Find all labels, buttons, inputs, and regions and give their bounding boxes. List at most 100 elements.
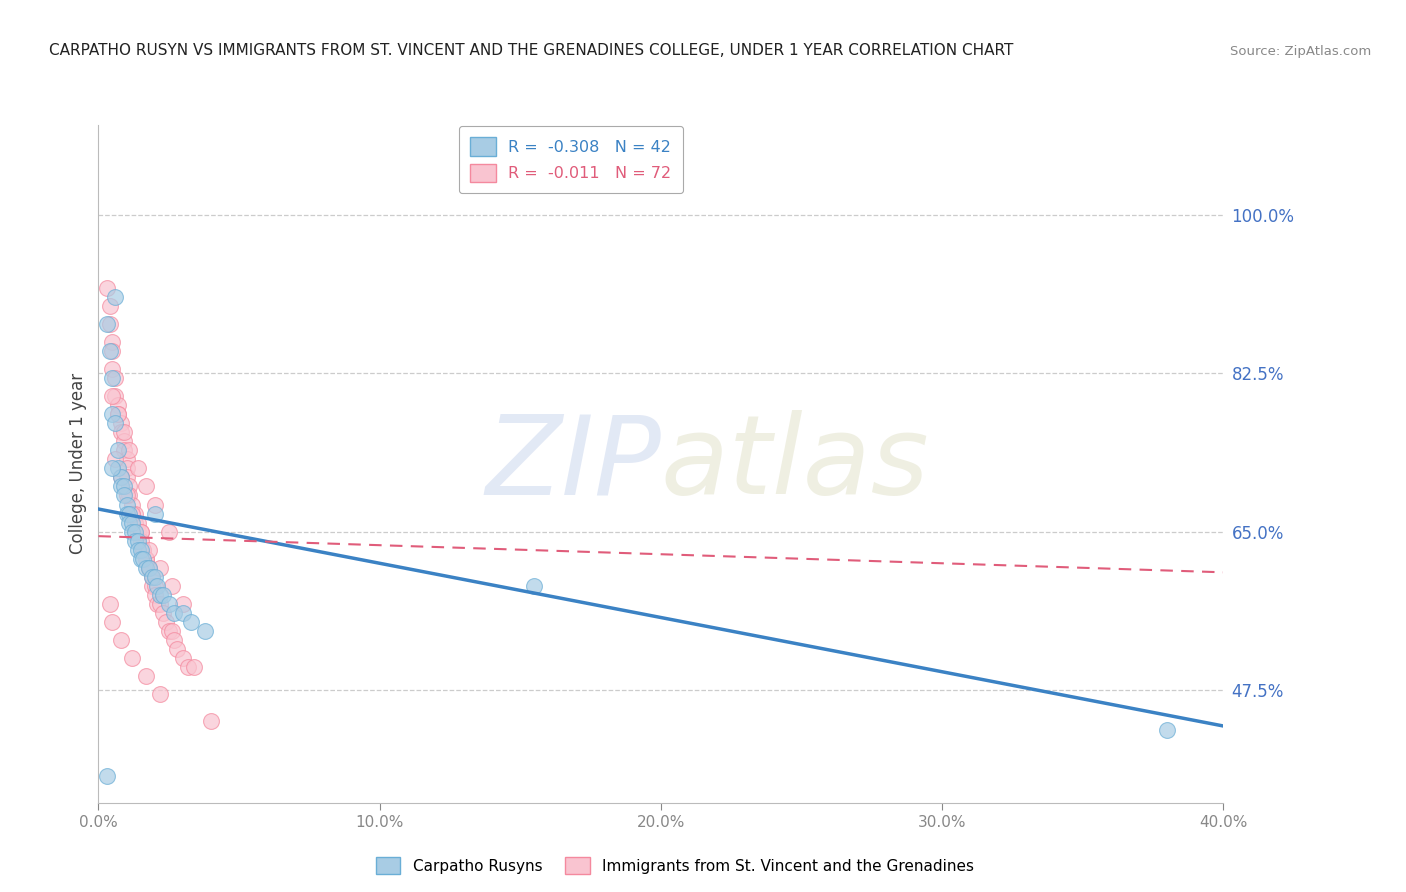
Text: ZIP: ZIP	[485, 410, 661, 517]
Point	[135, 551, 157, 566]
Point	[160, 579, 183, 593]
Point	[98, 597, 121, 611]
Point	[104, 416, 127, 430]
Point	[98, 343, 121, 358]
Point	[127, 533, 149, 548]
Point	[121, 524, 143, 539]
Point	[1156, 723, 1178, 738]
Point	[115, 507, 138, 521]
Point	[101, 362, 124, 376]
Point	[132, 551, 155, 566]
Point	[157, 524, 180, 539]
Point	[180, 615, 202, 629]
Point	[118, 488, 141, 502]
Point	[160, 624, 183, 638]
Point	[172, 651, 194, 665]
Point	[149, 561, 172, 575]
Point	[135, 551, 157, 566]
Point	[155, 615, 177, 629]
Point	[135, 561, 157, 575]
Point	[143, 570, 166, 584]
Point	[104, 452, 127, 467]
Point	[110, 416, 132, 430]
Point	[107, 443, 129, 458]
Point	[110, 470, 132, 484]
Point	[143, 579, 166, 593]
Point	[152, 588, 174, 602]
Point	[118, 507, 141, 521]
Point	[127, 542, 149, 557]
Point	[157, 624, 180, 638]
Point	[110, 633, 132, 648]
Point	[194, 624, 217, 638]
Point	[96, 769, 118, 783]
Y-axis label: College, Under 1 year: College, Under 1 year	[69, 373, 87, 555]
Point	[98, 299, 121, 313]
Point	[107, 407, 129, 421]
Point	[172, 597, 194, 611]
Point	[121, 507, 143, 521]
Point	[115, 452, 138, 467]
Point	[115, 461, 138, 475]
Point	[152, 606, 174, 620]
Point	[129, 542, 152, 557]
Point	[141, 579, 163, 593]
Point	[523, 579, 546, 593]
Point	[101, 343, 124, 358]
Point	[101, 615, 124, 629]
Point	[141, 570, 163, 584]
Point	[138, 542, 160, 557]
Point	[177, 660, 200, 674]
Point	[132, 542, 155, 557]
Point	[149, 597, 172, 611]
Point	[118, 479, 141, 493]
Point	[118, 516, 141, 530]
Point	[135, 479, 157, 493]
Point	[149, 588, 172, 602]
Point	[127, 461, 149, 475]
Point	[107, 461, 129, 475]
Text: atlas: atlas	[661, 410, 929, 517]
Point	[96, 317, 118, 331]
Point	[124, 507, 146, 521]
Point	[163, 606, 186, 620]
Point	[129, 533, 152, 548]
Point	[112, 434, 135, 449]
Point	[96, 280, 118, 294]
Point	[112, 425, 135, 440]
Point	[146, 579, 169, 593]
Legend: R =  -0.308   N = 42, R =  -0.011   N = 72: R = -0.308 N = 42, R = -0.011 N = 72	[458, 126, 683, 194]
Point	[200, 714, 222, 729]
Point	[138, 561, 160, 575]
Point	[146, 597, 169, 611]
Point	[112, 479, 135, 493]
Point	[127, 516, 149, 530]
Point	[127, 524, 149, 539]
Point	[101, 407, 124, 421]
Point	[110, 470, 132, 484]
Point	[101, 371, 124, 385]
Legend: Carpatho Rusyns, Immigrants from St. Vincent and the Grenadines: Carpatho Rusyns, Immigrants from St. Vin…	[370, 851, 980, 880]
Point	[129, 524, 152, 539]
Point	[172, 606, 194, 620]
Point	[163, 633, 186, 648]
Point	[138, 561, 160, 575]
Point	[124, 516, 146, 530]
Point	[104, 290, 127, 304]
Point	[141, 570, 163, 584]
Point	[124, 533, 146, 548]
Point	[132, 542, 155, 557]
Point	[135, 669, 157, 683]
Point	[143, 498, 166, 512]
Point	[129, 551, 152, 566]
Point	[101, 389, 124, 403]
Point	[101, 461, 124, 475]
Point	[121, 498, 143, 512]
Text: CARPATHO RUSYN VS IMMIGRANTS FROM ST. VINCENT AND THE GRENADINES COLLEGE, UNDER : CARPATHO RUSYN VS IMMIGRANTS FROM ST. VI…	[49, 43, 1014, 58]
Point	[104, 371, 127, 385]
Point	[124, 524, 146, 539]
Point	[112, 443, 135, 458]
Point	[107, 398, 129, 412]
Point	[115, 488, 138, 502]
Point	[98, 317, 121, 331]
